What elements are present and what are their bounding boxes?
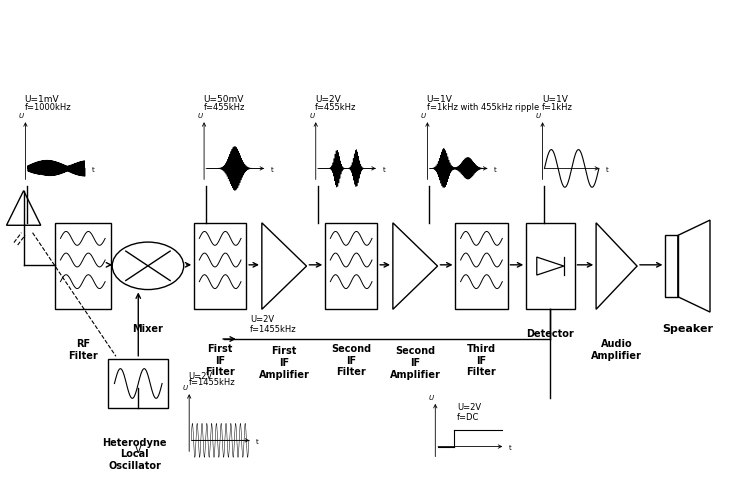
Text: U=1V: U=1V <box>427 95 452 104</box>
Text: First
IF
Amplifier: First IF Amplifier <box>259 346 310 380</box>
Text: Speaker: Speaker <box>662 324 713 334</box>
Text: Detector: Detector <box>526 329 574 339</box>
Text: U=2V: U=2V <box>457 404 481 412</box>
Text: U: U <box>536 113 541 119</box>
Text: t: t <box>494 168 496 173</box>
Text: U=2V
f=1455kHz: U=2V f=1455kHz <box>250 314 296 334</box>
Text: First
IF
Filter: First IF Filter <box>206 344 235 377</box>
Text: U: U <box>197 113 202 119</box>
Text: U=2V: U=2V <box>188 372 213 381</box>
Text: f=1kHz: f=1kHz <box>542 102 573 112</box>
Text: U: U <box>421 113 426 119</box>
Text: U: U <box>429 394 433 400</box>
Text: t: t <box>382 168 386 173</box>
Text: Heterodyne
Local
Oscillator: Heterodyne Local Oscillator <box>102 438 166 471</box>
Bar <box>55 223 111 310</box>
Bar <box>194 223 246 310</box>
Text: f=455kHz: f=455kHz <box>203 102 244 112</box>
Text: f=1000kHz: f=1000kHz <box>25 102 71 112</box>
Text: U: U <box>19 113 24 119</box>
Text: Audio
Amplifier: Audio Amplifier <box>591 339 642 360</box>
Text: Mixer: Mixer <box>133 324 164 334</box>
Text: f=1kHz with 455kHz ripple: f=1kHz with 455kHz ripple <box>427 102 539 112</box>
Text: U: U <box>309 113 314 119</box>
Bar <box>455 223 508 310</box>
Text: U=50mV: U=50mV <box>203 95 244 104</box>
Bar <box>325 223 377 310</box>
Text: Third
IF
Filter: Third IF Filter <box>466 344 496 377</box>
Text: V: V <box>135 444 142 454</box>
Text: f=455kHz: f=455kHz <box>315 102 356 112</box>
Text: U=2V: U=2V <box>315 95 340 104</box>
Bar <box>109 359 168 408</box>
Text: t: t <box>271 168 274 173</box>
Text: Second
IF
Filter: Second IF Filter <box>331 344 371 377</box>
Text: f=1455kHz: f=1455kHz <box>188 378 236 388</box>
Text: f=DC: f=DC <box>457 413 479 422</box>
Bar <box>665 236 678 296</box>
Text: Second
IF
Amplifier: Second IF Amplifier <box>390 346 441 380</box>
Text: U=1V: U=1V <box>542 95 568 104</box>
Text: t: t <box>256 440 259 446</box>
Text: t: t <box>92 168 94 173</box>
Text: U: U <box>182 385 188 391</box>
Text: U=1mV: U=1mV <box>25 95 59 104</box>
Text: t: t <box>509 446 512 452</box>
Text: RF
Filter: RF Filter <box>68 339 98 360</box>
Bar <box>526 223 574 310</box>
Text: t: t <box>606 168 608 173</box>
